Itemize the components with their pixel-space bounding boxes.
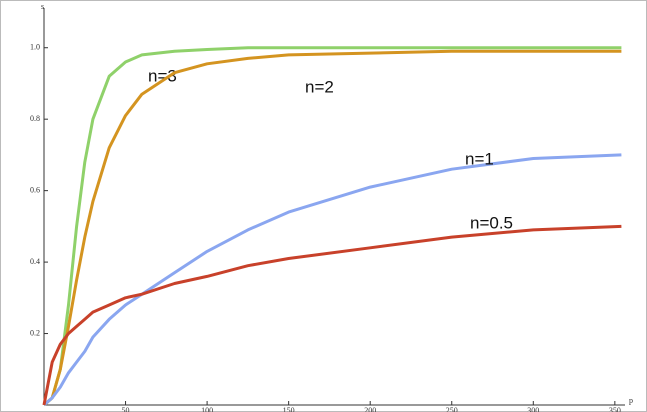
y-tick-label: 0.4 xyxy=(30,257,40,266)
curve-label: n=2 xyxy=(305,77,334,96)
x-tick-label: 100 xyxy=(201,406,213,412)
x-tick-label: 250 xyxy=(446,406,458,412)
series-line xyxy=(43,46,622,407)
x-tick-label: 200 xyxy=(364,406,376,412)
y-tick-label: 0.6 xyxy=(30,185,40,194)
y-axis-label: s xyxy=(41,2,44,11)
x-tick-label: 300 xyxy=(527,406,539,412)
curve-label: n=3 xyxy=(148,66,177,85)
x-tick-label: 50 xyxy=(122,406,130,412)
x-tick-label: 150 xyxy=(283,406,295,412)
y-tick-label: 0.8 xyxy=(30,114,40,123)
x-axis-label: p xyxy=(629,396,633,405)
series-line xyxy=(43,153,622,407)
curve-label: n=1 xyxy=(465,149,494,168)
curve-label: n=0.5 xyxy=(470,213,513,232)
x-tick-label: 350 xyxy=(609,406,621,412)
y-tick-label: 0.2 xyxy=(30,328,40,337)
y-tick-label: 1.0 xyxy=(30,43,40,52)
series-line xyxy=(42,224,622,406)
